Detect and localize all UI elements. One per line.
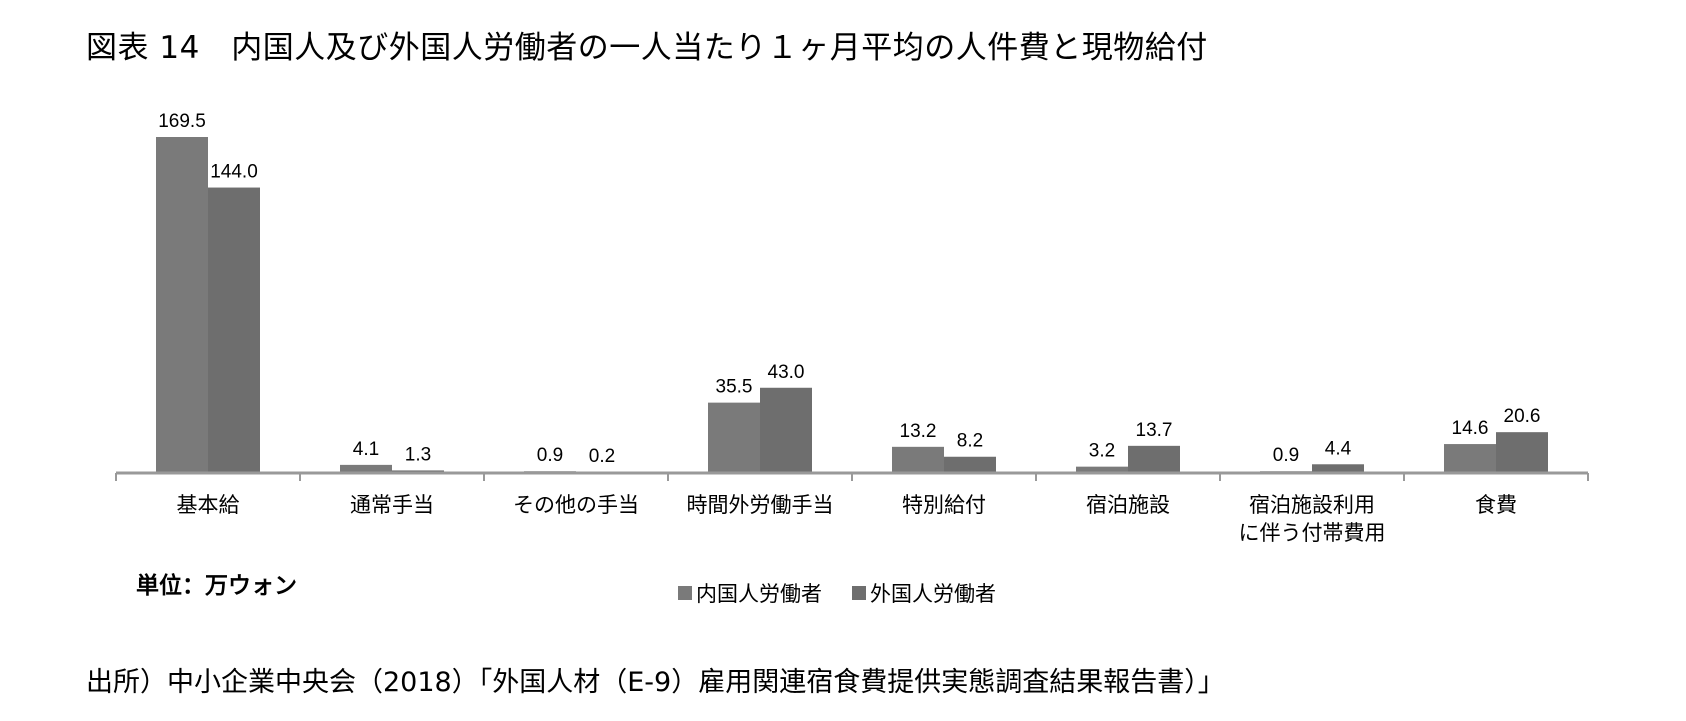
- data-label: 8.2: [957, 431, 983, 452]
- bar-foreign: [208, 187, 260, 473]
- data-label: 20.6: [1504, 406, 1541, 427]
- legend-label-foreign: 外国人労働者: [870, 582, 996, 606]
- legend: 内国人労働者 外国人労働者: [678, 578, 996, 608]
- data-label: 0.9: [1273, 445, 1299, 466]
- bar-foreign: [1496, 432, 1548, 473]
- bar-domestic: [892, 446, 944, 473]
- legend-swatch-foreign: [852, 586, 866, 600]
- category-label: 宿泊施設利用: [1249, 494, 1375, 517]
- bar-domestic: [156, 137, 208, 473]
- data-label: 13.7: [1136, 420, 1173, 441]
- bar-foreign: [760, 387, 812, 473]
- legend-item-domestic: 内国人労働者: [678, 578, 822, 608]
- category-label: 基本給: [177, 494, 240, 517]
- legend-label-domestic: 内国人労働者: [696, 582, 822, 606]
- chart-title: 図表 14 内国人及び外国人労働者の一人当たり１ヶ月平均の人件費と現物給付: [86, 30, 1208, 66]
- data-label: 4.4: [1325, 438, 1352, 459]
- bar-domestic: [708, 402, 760, 473]
- data-label: 169.5: [158, 111, 206, 132]
- category-label: 特別給付: [902, 494, 986, 517]
- data-label: 35.5: [716, 377, 753, 398]
- bar-foreign: [1128, 445, 1180, 473]
- category-label: 宿泊施設: [1086, 494, 1170, 517]
- data-label: 43.0: [768, 362, 805, 383]
- category-label: に伴う付帯費用: [1239, 522, 1386, 545]
- bar-domestic: [1076, 466, 1128, 473]
- category-label: 食費: [1475, 494, 1517, 517]
- category-label: 通常手当: [350, 494, 434, 517]
- legend-swatch-domestic: [678, 586, 692, 600]
- category-label: その他の手当: [513, 494, 639, 517]
- data-label: 4.1: [353, 439, 379, 460]
- data-label: 144.0: [210, 162, 258, 183]
- source-note: 出所）中小企業中央会（2018）「外国人材（E-9）雇用関連宿食費提供実態調査結…: [86, 667, 1225, 698]
- data-label: 1.3: [405, 444, 431, 465]
- bar-foreign: [944, 456, 996, 473]
- data-label: 0.9: [537, 445, 563, 466]
- bar-domestic: [1444, 444, 1496, 473]
- data-label: 3.2: [1089, 441, 1115, 462]
- bar-chart: 169.5 144.0 基本給 4.1 1.3 通常手当 0.9 0.2 その他の手当 35.5 4…: [115, 111, 1589, 545]
- data-label: 13.2: [900, 421, 937, 442]
- unit-label: 単位：万ウォン: [136, 573, 297, 599]
- data-label: 0.2: [589, 446, 615, 467]
- bar-domestic: [340, 464, 392, 473]
- data-label: 14.6: [1452, 418, 1489, 439]
- legend-item-foreign: 外国人労働者: [852, 578, 996, 608]
- bar-foreign: [1312, 464, 1364, 473]
- category-label: 時間外労働手当: [687, 494, 834, 517]
